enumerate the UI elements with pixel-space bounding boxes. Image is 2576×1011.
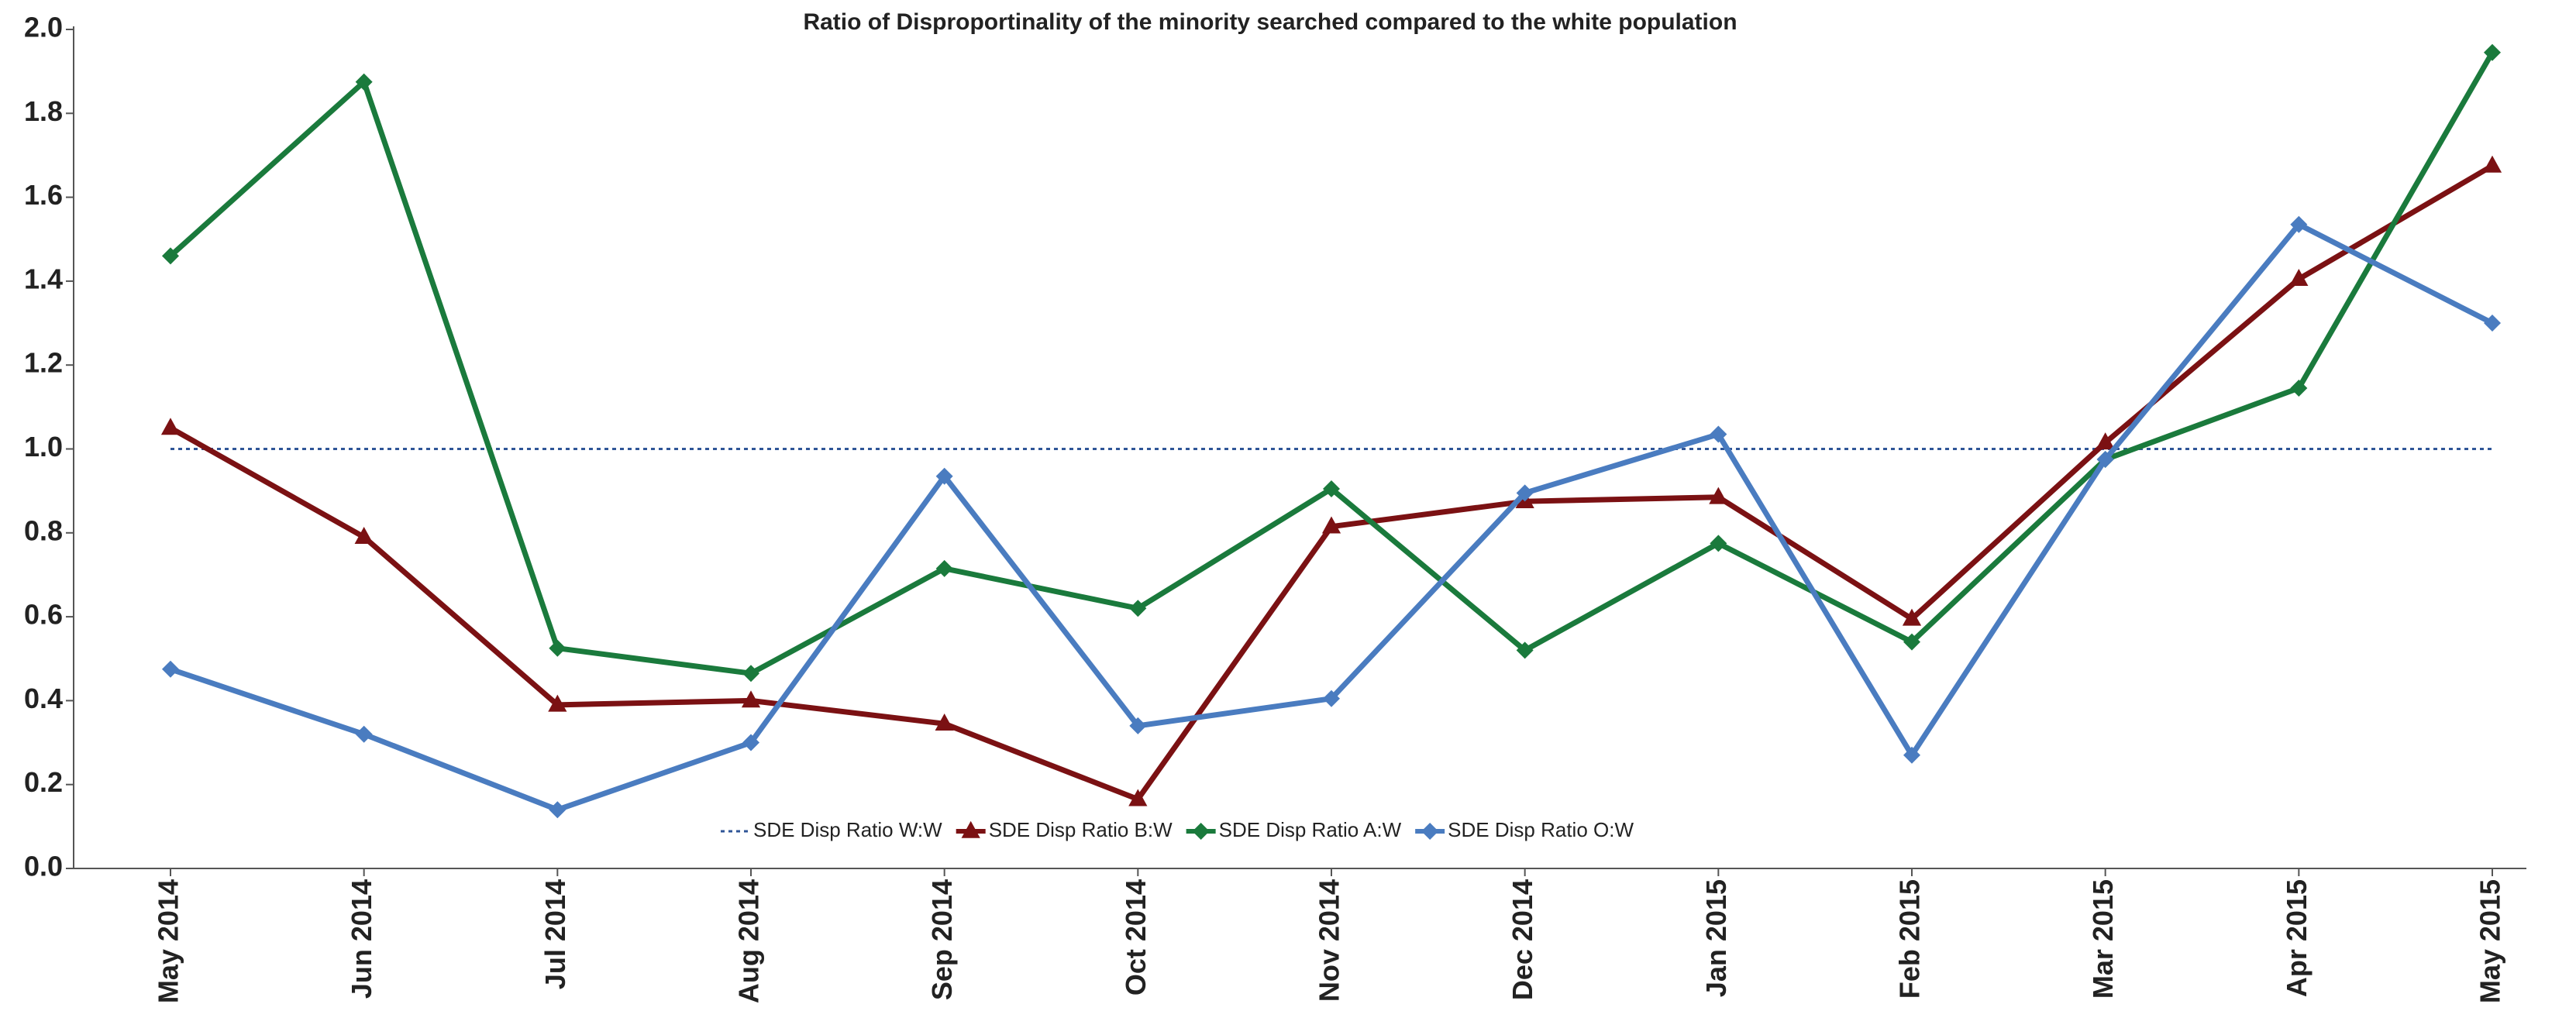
marker — [1192, 823, 1210, 840]
y-tick-label: 1.4 — [24, 263, 63, 294]
marker — [1516, 484, 1534, 502]
marker — [2289, 268, 2309, 286]
marker — [1902, 608, 1922, 626]
marker — [1421, 823, 1439, 840]
marker — [549, 801, 567, 819]
y-tick-label: 0.0 — [24, 851, 63, 882]
y-tick-label: 0.6 — [24, 599, 63, 631]
marker — [1323, 689, 1340, 707]
x-tick-label: Mar 2015 — [2087, 879, 2119, 999]
series-line — [168, 51, 2495, 676]
chart-title: Ratio of Disproportinality of the minori… — [803, 9, 1737, 35]
marker — [2290, 215, 2308, 233]
marker — [1903, 633, 1920, 651]
x-tick-label: May 2014 — [153, 879, 184, 1003]
marker — [935, 713, 954, 731]
y-tick-label: 2.0 — [24, 12, 63, 43]
x-tick-label: Feb 2015 — [1894, 879, 1926, 999]
y-tick-label: 1.2 — [24, 347, 63, 379]
marker — [162, 660, 179, 678]
x-tick-label: May 2015 — [2474, 879, 2506, 1003]
marker — [162, 247, 179, 265]
y-tick-label: 1.0 — [24, 431, 63, 463]
marker — [1323, 480, 1340, 497]
marker — [961, 820, 980, 838]
marker — [1903, 746, 1920, 764]
marker — [1516, 641, 1534, 659]
marker — [2290, 379, 2308, 397]
marker — [2096, 451, 2114, 469]
marker — [935, 467, 953, 485]
marker — [741, 690, 761, 708]
legend-label: SDE Disp Ratio A:W — [1219, 818, 1402, 841]
marker — [2482, 155, 2502, 173]
y-tick-label: 1.8 — [24, 95, 63, 127]
marker — [1321, 516, 1341, 534]
legend-label: SDE Disp Ratio O:W — [1448, 818, 1634, 841]
marker — [355, 73, 373, 91]
marker — [1710, 425, 1727, 443]
marker — [548, 694, 567, 712]
x-tick-label: Dec 2014 — [1507, 879, 1538, 1000]
x-tick-label: Apr 2015 — [2281, 879, 2313, 997]
marker — [1129, 717, 1147, 734]
y-tick-label: 0.4 — [24, 683, 63, 714]
marker — [1128, 789, 1148, 806]
marker — [1710, 535, 1727, 552]
y-tick-label: 0.8 — [24, 514, 63, 546]
x-tick-label: Nov 2014 — [1314, 879, 1345, 1002]
legend-label: SDE Disp Ratio B:W — [989, 818, 1173, 841]
marker — [1129, 600, 1147, 617]
x-tick-label: Jun 2014 — [346, 879, 377, 999]
x-tick-label: Oct 2014 — [1120, 879, 1152, 996]
marker — [2484, 315, 2501, 332]
y-tick-label: 0.2 — [24, 766, 63, 798]
x-tick-label: Jan 2015 — [1700, 879, 1732, 997]
x-tick-label: Jul 2014 — [539, 879, 571, 989]
marker — [742, 734, 759, 751]
marker — [2484, 43, 2501, 61]
marker — [354, 527, 374, 545]
marker — [2096, 432, 2115, 450]
marker — [935, 559, 953, 577]
legend-label: SDE Disp Ratio W:W — [753, 818, 942, 841]
marker — [742, 665, 759, 683]
x-tick-label: Sep 2014 — [926, 879, 958, 1000]
marker — [1709, 487, 1728, 504]
marker — [355, 725, 373, 743]
marker — [160, 418, 181, 435]
y-tick-label: 1.6 — [24, 179, 63, 211]
marker — [549, 639, 567, 657]
x-tick-label: Aug 2014 — [733, 879, 765, 1003]
